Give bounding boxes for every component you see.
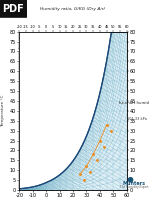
Polygon shape — [19, 0, 127, 189]
Text: Humidity ratio, G/KG (Dry Air): Humidity ratio, G/KG (Dry Air) — [40, 7, 106, 11]
Text: Temperature °C: Temperature °C — [1, 95, 5, 127]
Text: Munters: Munters — [123, 181, 146, 187]
Text: M: M — [128, 178, 133, 182]
Circle shape — [128, 178, 133, 182]
Text: PDF: PDF — [3, 4, 24, 14]
Text: hx-chart humid air: hx-chart humid air — [119, 101, 149, 105]
Text: 101.33 kPa: 101.33 kPa — [127, 117, 147, 121]
FancyBboxPatch shape — [0, 0, 28, 18]
Text: The Humidity Expert: The Humidity Expert — [120, 185, 148, 189]
